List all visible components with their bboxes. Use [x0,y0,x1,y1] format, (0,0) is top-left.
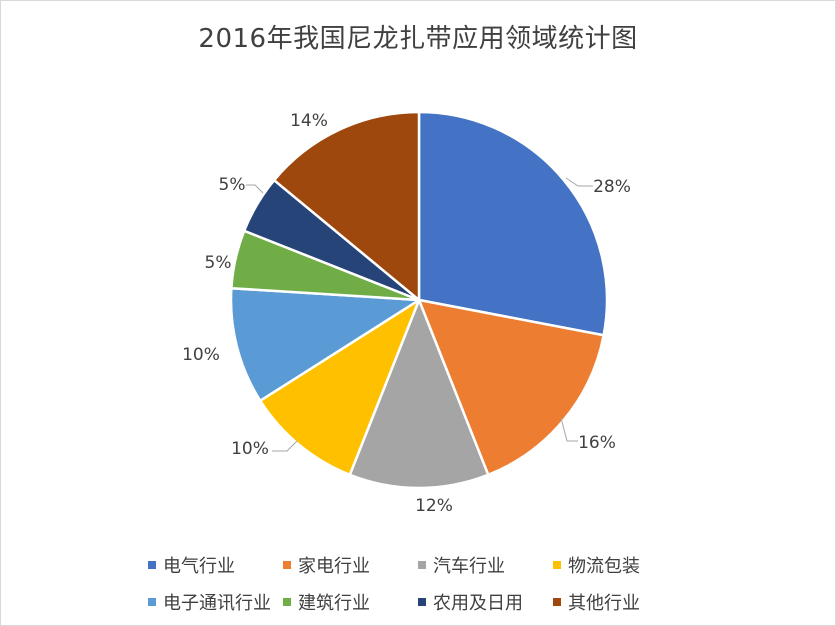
legend-label-2: 家电行业 [298,555,370,577]
data-label-3: 12% [415,496,453,516]
data-label-8: 14% [290,111,328,131]
pie-slice-3 [348,298,490,490]
data-label-1: 28% [593,177,631,197]
legend-label-8: 其他行业 [568,592,640,614]
data-label-7: 5% [219,175,246,195]
legend-swatch-3 [418,560,426,569]
legend-label-3: 汽车行业 [433,555,505,577]
pie-slice-8 [272,110,421,302]
legend-item-1: 电气行业 [148,552,283,578]
pie-slice-4 [259,298,421,477]
data-label-4: 10% [231,439,269,459]
pie-slice-2 [417,298,605,477]
pie-slice-1 [417,110,609,337]
legend-item-5: 电子通讯行业 [148,589,283,615]
data-label-2: 16% [578,433,616,453]
legend-row-2: 电子通讯行业 建筑行业 农用及日用 其他行业 [0,583,836,620]
pie-slice-5 [229,286,421,402]
chart-legend: 电气行业 家电行业 汽车行业 物流包装电子通讯行业 建筑行业 农用及日用 其他行业 [0,546,836,620]
leader-line-1 [565,177,593,187]
data-label-6: 5% [205,253,232,273]
legend-item-8: 其他行业 [553,589,688,615]
legend-item-2: 家电行业 [283,552,418,578]
legend-row-1: 电气行业 家电行业 汽车行业 物流包装 [0,546,836,583]
leader-line-4 [272,440,298,452]
chart-title: 2016年我国尼龙扎带应用领域统计图 [198,24,638,54]
legend-swatch-4 [553,560,561,569]
data-label-5: 10% [182,345,220,365]
legend-swatch-1 [148,560,156,569]
legend-swatch-7 [418,597,426,606]
legend-item-7: 农用及日用 [418,589,553,615]
legend-item-3: 汽车行业 [418,552,553,578]
leader-line-7 [246,184,264,194]
legend-label-1: 电气行业 [163,555,235,577]
legend-item-4: 物流包装 [553,552,688,578]
legend-item-6: 建筑行业 [283,589,418,615]
legend-label-7: 农用及日用 [433,592,523,614]
legend-swatch-8 [553,597,561,606]
legend-label-4: 物流包装 [568,555,640,577]
leader-line-2 [560,417,578,442]
legend-swatch-2 [283,560,291,569]
legend-swatch-5 [148,597,156,606]
legend-swatch-6 [283,597,291,606]
legend-label-5: 电子通讯行业 [163,592,271,614]
legend-label-6: 建筑行业 [298,592,370,614]
